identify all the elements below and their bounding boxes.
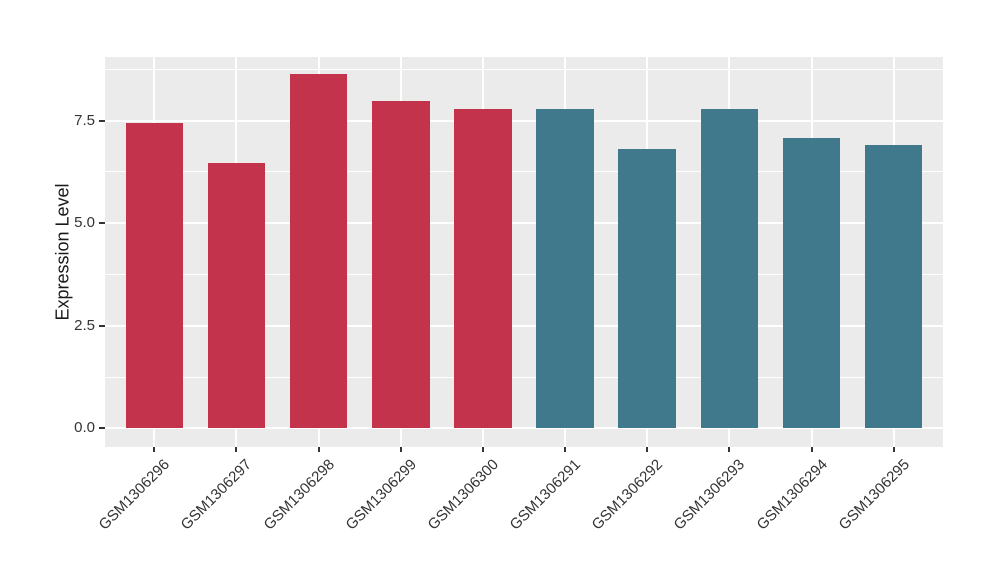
x-tick-mark [646,447,649,452]
bar-GSM1306296 [125,122,184,429]
bar-GSM1306300 [454,109,512,429]
gridline-major-horizontal [105,427,943,430]
gridline-major-horizontal [105,222,943,225]
x-tick-mark [728,447,731,452]
x-tick-mark [153,447,156,452]
y-tick-mark [99,119,105,122]
gridline-minor-horizontal [105,68,943,70]
gridline-major-horizontal [105,119,943,122]
bar-GSM1306299 [372,100,430,429]
x-tick-label: GSM1306300 [424,456,502,534]
bar-GSM1306291 [536,109,594,429]
x-tick-mark [481,447,484,452]
x-tick-mark [810,447,813,452]
x-tick-mark [317,447,320,452]
y-tick-mark [99,324,105,327]
y-tick-mark [99,427,105,430]
x-tick-mark [235,447,238,452]
x-tick-mark [399,447,402,452]
chart-panel [105,57,943,447]
gridline-major-horizontal [105,324,943,327]
x-tick-label: GSM1306298 [260,456,338,534]
x-tick-label: GSM1306291 [506,456,585,534]
y-axis-title: Expression Level [52,183,73,321]
bar-GSM1306292 [618,148,676,429]
bar-GSM1306294 [782,137,841,429]
y-tick-label: 0.0 [74,419,95,437]
bar-GSM1306298 [289,73,348,429]
x-tick-label: GSM1306294 [753,456,831,534]
x-tick-label: GSM1306296 [95,456,174,534]
gridline-minor-horizontal [105,376,943,378]
y-tick-label: 5.0 [74,214,95,232]
bar-GSM1306293 [700,109,759,429]
x-tick-label: GSM1306293 [670,456,749,534]
bar-GSM1306295 [864,145,923,429]
x-tick-mark [892,447,895,452]
x-tick-mark [564,447,567,452]
x-tick-label: GSM1306295 [835,456,913,534]
gridline-minor-horizontal [105,171,943,173]
y-tick-mark [99,222,105,225]
y-tick-label: 2.5 [74,316,95,334]
x-tick-label: GSM1306297 [177,456,256,534]
gridline-minor-horizontal [105,273,943,275]
x-tick-label: GSM1306299 [342,456,420,534]
x-tick-label: GSM1306292 [588,456,667,534]
y-tick-label: 7.5 [74,111,95,129]
bar-GSM1306297 [207,162,266,429]
